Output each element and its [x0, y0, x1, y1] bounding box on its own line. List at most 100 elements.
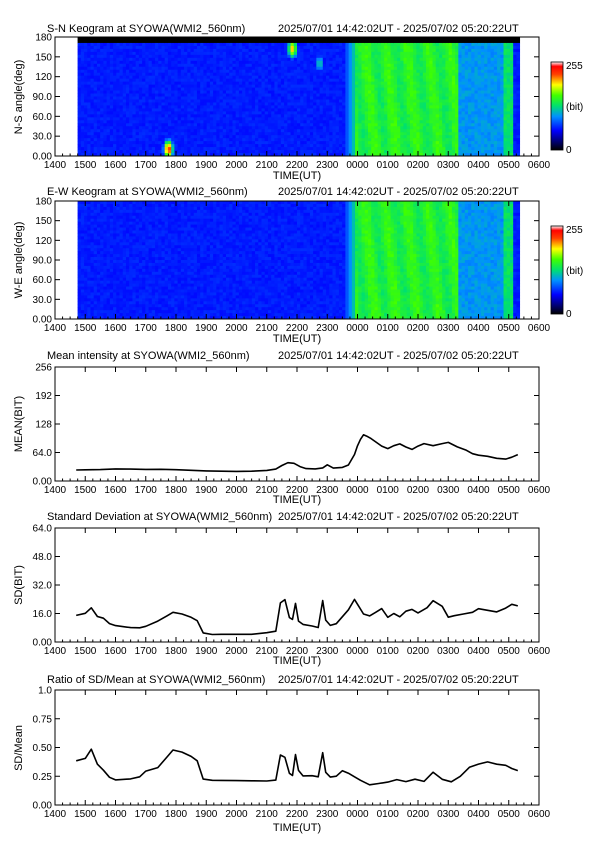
keogram-cell	[293, 81, 298, 86]
keogram-cell	[413, 75, 417, 80]
keogram-cell	[451, 105, 456, 109]
keogram-cell	[213, 132, 217, 136]
keogram-cell	[203, 60, 208, 65]
keogram-cell	[293, 57, 298, 62]
keogram-cell	[171, 81, 175, 86]
keogram-cell	[171, 117, 175, 121]
keogram-cell	[151, 105, 156, 109]
keogram-cell	[138, 66, 143, 71]
keogram-cell	[419, 141, 424, 145]
keogram-cell	[455, 129, 459, 133]
keogram-cell	[335, 147, 340, 151]
keogram-cell	[167, 81, 172, 86]
keogram-cell	[403, 81, 408, 86]
keogram-cell	[87, 84, 91, 88]
keogram-cell	[335, 72, 340, 77]
keogram-cell	[438, 150, 443, 154]
keogram-cell	[474, 84, 479, 88]
keogram-cell	[87, 141, 91, 145]
keogram-cell	[209, 37, 214, 41]
keogram-cell	[171, 141, 175, 145]
keogram-cell	[219, 132, 224, 136]
keogram-cell	[345, 111, 350, 115]
keogram-cell	[361, 138, 366, 142]
keogram-cell	[213, 126, 217, 130]
keogram-cell	[448, 123, 453, 127]
keogram-cell	[251, 48, 256, 53]
keogram-cell	[255, 93, 259, 97]
keogram-cell	[267, 147, 272, 151]
keogram-cell	[222, 117, 227, 121]
keogram-cell	[255, 117, 259, 121]
keogram-cell	[413, 54, 417, 59]
keogram-cell	[103, 153, 108, 156]
keogram-cell	[438, 90, 443, 94]
keogram-cell	[319, 126, 324, 130]
keogram-cell	[306, 150, 311, 154]
keogram-cell	[390, 60, 395, 65]
keogram-cell	[113, 132, 117, 136]
keogram-cell	[119, 96, 124, 100]
keogram-cell	[426, 57, 430, 62]
keogram-cell	[264, 105, 269, 109]
keogram-cell	[280, 42, 285, 47]
keogram-cell	[80, 111, 85, 115]
keogram-cell	[309, 144, 314, 148]
keogram-cell	[329, 111, 333, 115]
keogram-cell	[458, 123, 462, 127]
keogram-cell	[103, 51, 108, 56]
keogram-cell	[106, 81, 111, 86]
keogram-cell	[174, 63, 179, 68]
keogram-cell	[445, 144, 450, 148]
keogram-cell	[380, 99, 385, 103]
keogram-cell	[106, 120, 111, 124]
keogram-cell	[277, 105, 282, 109]
keogram-cell	[122, 126, 127, 130]
keogram-cell	[100, 51, 104, 56]
keogram-cell	[348, 153, 353, 156]
keogram-cell	[209, 141, 214, 145]
keogram-cell	[103, 108, 108, 112]
keogram-cell	[468, 105, 472, 109]
keogram-cell	[377, 45, 382, 50]
keogram-cell	[448, 63, 453, 68]
keogram-cell	[287, 135, 291, 139]
keogram-cell	[384, 66, 388, 71]
keogram-cell	[358, 96, 362, 100]
keogram-cell	[426, 63, 430, 68]
keogram-cell	[155, 39, 159, 44]
keogram-cell	[458, 42, 462, 47]
keogram-cell	[151, 81, 156, 86]
keogram-cell	[326, 99, 330, 103]
keogram-cell	[164, 105, 169, 109]
keogram-cell	[277, 39, 282, 44]
keogram-cell	[393, 96, 398, 100]
keogram-cell	[319, 69, 324, 74]
keogram-cell	[245, 45, 249, 50]
keogram-cell	[158, 144, 162, 148]
keogram-cell	[125, 123, 130, 127]
keogram-cell	[277, 63, 282, 68]
keogram-cell	[338, 144, 343, 148]
keogram-cell	[413, 93, 417, 97]
keogram-cell	[322, 138, 327, 142]
keogram-cell	[232, 147, 237, 151]
keogram-cell	[309, 102, 314, 106]
keogram-cell	[145, 141, 149, 145]
keogram-cell	[384, 141, 388, 145]
keogram-cell	[374, 99, 379, 103]
keogram-cell	[222, 48, 227, 53]
keogram-cell	[316, 99, 320, 103]
keogram-cell	[348, 144, 353, 148]
keogram-cell	[164, 144, 169, 148]
keogram-cell	[116, 126, 120, 130]
keogram-cell	[387, 141, 391, 145]
keogram-cell	[180, 105, 185, 109]
keogram-cell	[387, 135, 391, 139]
keogram-cell	[351, 150, 356, 154]
keogram-cell	[445, 129, 450, 133]
keogram-cell	[329, 150, 333, 154]
keogram-cell	[455, 48, 459, 53]
keogram-cell	[248, 117, 253, 121]
keogram-cell	[367, 105, 372, 109]
